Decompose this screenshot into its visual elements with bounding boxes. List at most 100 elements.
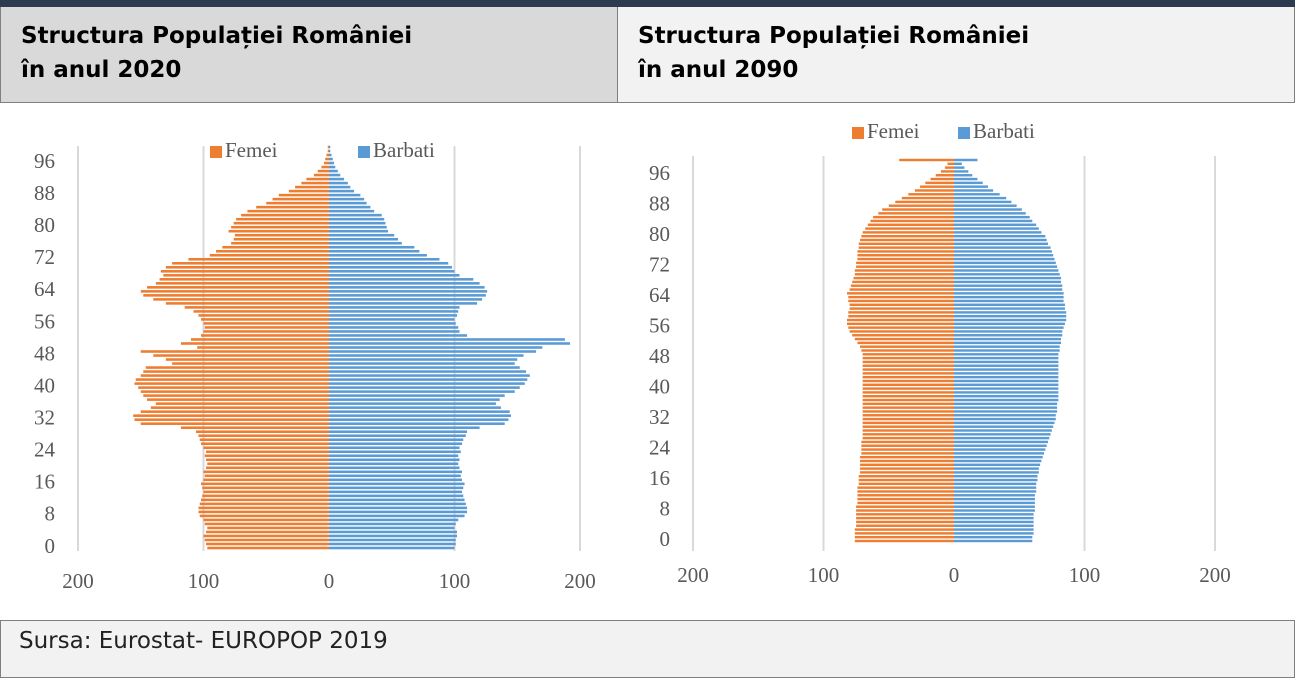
bar [954,440,1048,444]
bar [846,318,954,322]
bar [329,454,459,458]
bar [329,398,500,401]
bar [329,382,525,385]
bar [954,478,1038,482]
x-tick-label: 0 [324,569,335,593]
bar [857,341,954,345]
bar [159,278,329,281]
bar [329,390,515,393]
bar [329,225,387,229]
bar [954,524,1034,527]
bar [140,410,329,413]
bar [954,501,1035,505]
bar [184,306,329,309]
bar [329,153,332,157]
bar [954,513,1034,516]
y-tick-label: 40 [649,374,670,398]
bar [231,225,329,229]
bar [323,161,329,165]
bar [204,522,329,526]
bar [862,433,954,436]
bar [954,177,978,181]
bar [862,425,954,428]
bar [198,314,329,317]
bar [153,298,329,301]
bar [954,360,1059,364]
bar [321,165,329,169]
bar [329,262,449,265]
x-tick-label: 100 [1069,563,1101,587]
bar [954,383,1059,387]
bar [190,338,329,341]
y-tick-label: 72 [649,252,670,276]
bar [954,444,1047,447]
bar [272,197,329,201]
bar [188,257,329,261]
x-tick-label: 100 [439,569,471,593]
bar [861,440,954,444]
bar [861,234,954,238]
bar [848,299,954,303]
bar [329,294,486,297]
bar [954,364,1059,367]
bar [329,237,399,241]
bar [288,189,329,193]
bar [165,358,329,361]
bar [954,257,1055,261]
bar [954,326,1064,329]
bar [895,200,954,204]
bar [198,510,329,514]
bar [856,524,954,527]
bar [899,158,954,162]
bar [145,366,329,369]
bar [329,538,456,542]
bar [862,421,954,425]
bar [329,270,455,273]
bar [954,219,1033,223]
bar [954,166,965,169]
bar [200,442,329,446]
bar [862,353,954,356]
bar [329,217,385,221]
bar [329,394,505,397]
bar [236,217,329,221]
y-tick-label: 80 [649,222,670,246]
bar [862,375,954,379]
y-tick-label: 72 [34,245,55,269]
bar [857,257,954,261]
bar [954,429,1052,432]
bar [954,295,1064,299]
bar [143,294,329,297]
bar [203,478,329,482]
bar [954,505,1035,508]
bar [857,494,954,497]
bar [854,532,954,535]
bar [329,298,483,301]
bar [329,169,338,173]
bar [329,145,331,149]
bar [857,250,954,253]
bar [848,295,954,299]
bar [180,426,329,429]
bar [233,221,329,225]
bar [228,229,329,233]
bar [954,193,1000,196]
bar [203,330,329,333]
bar [954,356,1059,360]
bar [854,269,954,272]
x-tick-label: 200 [62,569,94,593]
bar [301,181,329,185]
bar [862,436,954,440]
bar [954,341,1062,345]
bar [172,362,329,365]
bar [329,249,420,253]
bar [202,494,329,498]
bar [852,334,954,337]
bar [954,337,1062,341]
bar [329,522,456,526]
bar [329,386,520,389]
bar [860,467,954,470]
bar [954,433,1051,436]
y-tick-label: 48 [649,344,670,368]
bar [329,510,468,514]
